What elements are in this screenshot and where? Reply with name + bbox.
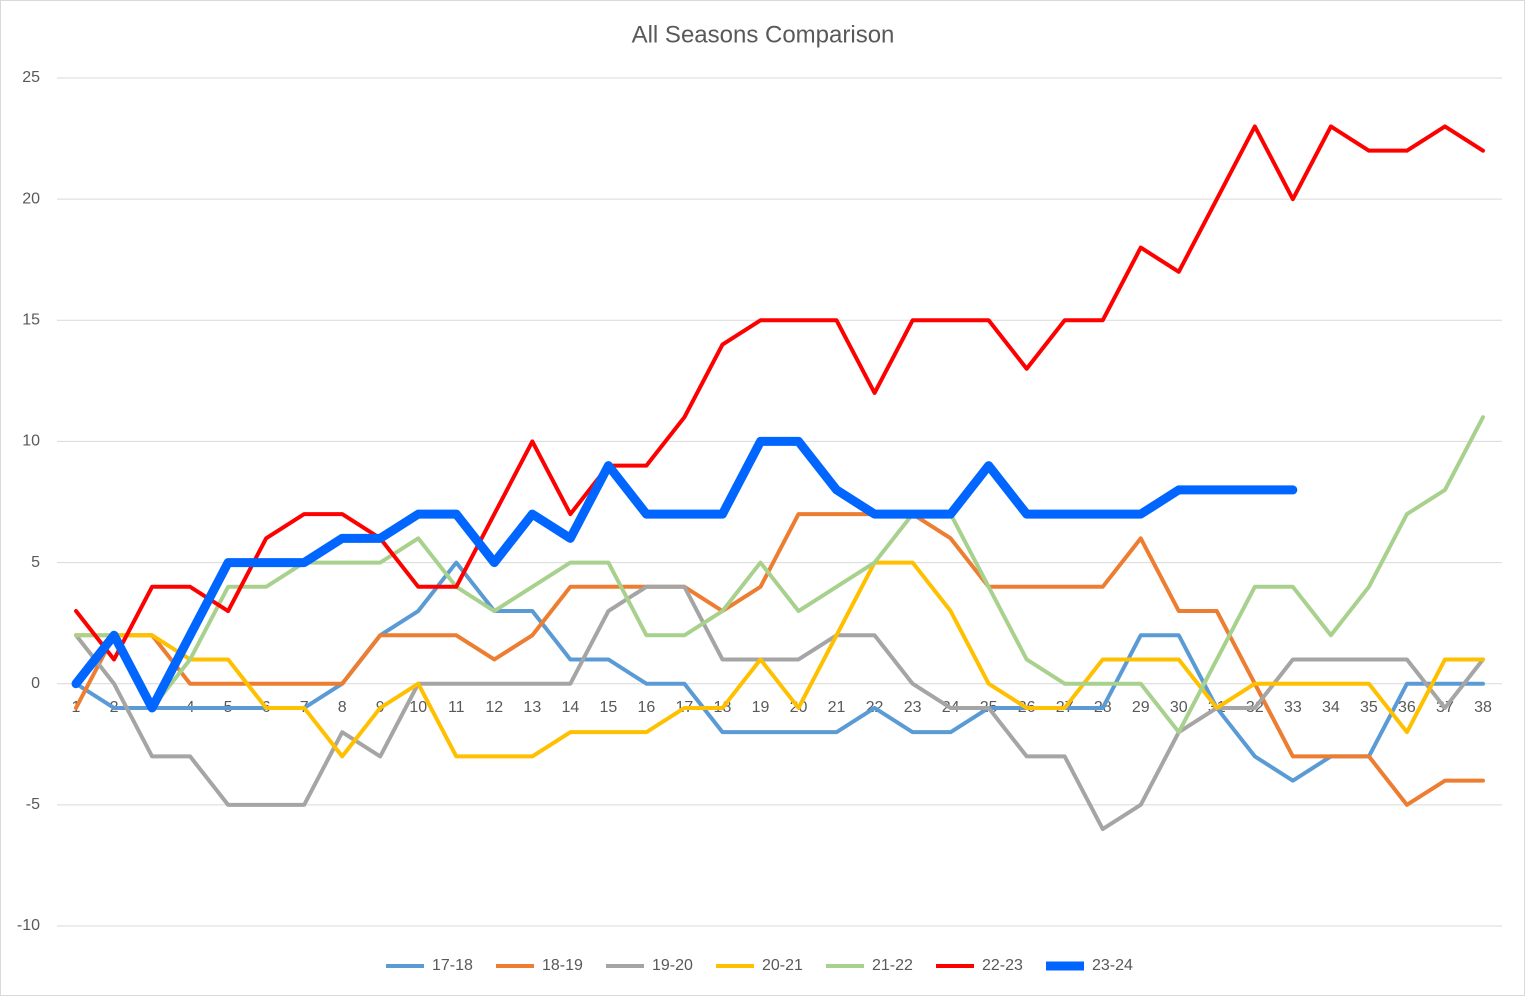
x-tick-label: 30 bbox=[1170, 699, 1188, 716]
legend-label: 20-21 bbox=[762, 957, 803, 974]
y-tick-label: 25 bbox=[22, 69, 40, 86]
x-tick-label: 12 bbox=[485, 699, 503, 716]
x-tick-label: 34 bbox=[1322, 699, 1340, 716]
x-tick-label: 23 bbox=[904, 699, 922, 716]
series-line bbox=[74, 584, 1485, 832]
y-tick-label: -10 bbox=[17, 917, 40, 934]
x-tick-label: 33 bbox=[1284, 699, 1302, 716]
y-tick-label: 5 bbox=[31, 554, 40, 571]
series-line bbox=[74, 124, 1485, 662]
legend-label: 17-18 bbox=[432, 957, 473, 974]
x-tick-label: 11 bbox=[448, 699, 465, 716]
x-tick-label: 21 bbox=[828, 699, 846, 716]
x-tick-label: 16 bbox=[638, 699, 656, 716]
y-tick-label: 15 bbox=[22, 312, 40, 329]
chart-title: All Seasons Comparison bbox=[632, 21, 895, 48]
x-tick-label: 38 bbox=[1474, 699, 1492, 716]
x-tick-label: 35 bbox=[1360, 699, 1378, 716]
x-tick-label: 15 bbox=[599, 699, 617, 716]
x-tick-label: 36 bbox=[1398, 699, 1416, 716]
x-tick-label: 8 bbox=[338, 699, 347, 716]
legend-label: 23-24 bbox=[1092, 957, 1133, 974]
series-line bbox=[74, 560, 1485, 759]
y-tick-label: -5 bbox=[26, 796, 40, 813]
series-line bbox=[71, 436, 1298, 713]
legend-label: 22-23 bbox=[982, 957, 1023, 974]
x-tick-label: 14 bbox=[561, 699, 579, 716]
x-tick-label: 19 bbox=[752, 699, 770, 716]
series-line bbox=[74, 560, 1485, 783]
y-tick-label: 10 bbox=[22, 433, 40, 450]
x-tick-label: 29 bbox=[1132, 699, 1150, 716]
x-tick-label: 13 bbox=[523, 699, 541, 716]
x-tick-label: 10 bbox=[409, 699, 427, 716]
y-tick-label: 0 bbox=[31, 675, 40, 692]
series-line bbox=[74, 512, 1485, 807]
legend-label: 19-20 bbox=[652, 957, 693, 974]
y-tick-label: 20 bbox=[22, 190, 40, 207]
legend-label: 21-22 bbox=[872, 957, 913, 974]
legend-label: 18-19 bbox=[542, 957, 583, 974]
